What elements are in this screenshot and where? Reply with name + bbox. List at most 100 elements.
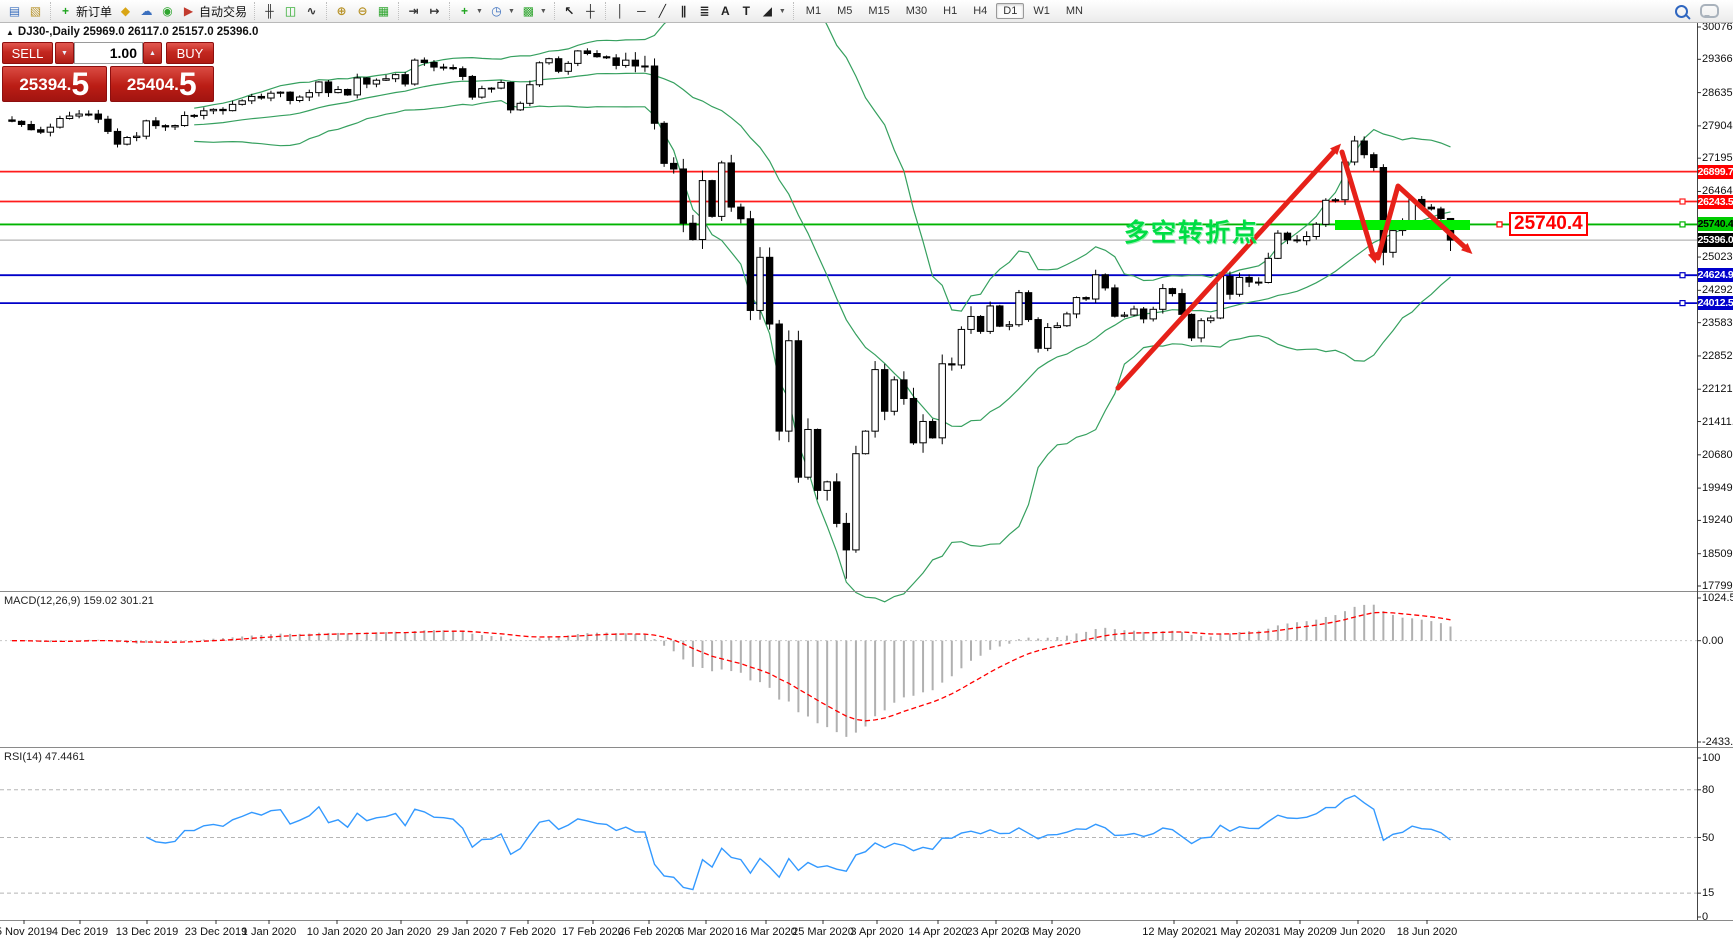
zoom-out-icon[interactable]: ⊖	[352, 2, 373, 20]
chart-annotations[interactable]	[1115, 143, 1686, 391]
axis-label: 28635.5	[1702, 86, 1733, 99]
candle-body	[1091, 274, 1100, 300]
timeframe-m30[interactable]: M30	[905, 5, 928, 17]
charts-bar-icon[interactable]: ▤	[4, 2, 25, 20]
bar-chart-mode-icon[interactable]: ╫	[259, 2, 280, 20]
timeframe-d1[interactable]: D1	[996, 3, 1025, 19]
axis-label: 21411.5	[1702, 415, 1733, 428]
trend-arrow-line[interactable]	[1115, 145, 1340, 391]
volume-decrease-button[interactable]: ▼	[55, 42, 74, 64]
zoom-in-icon[interactable]: ⊕	[331, 2, 352, 20]
timeframe-h1[interactable]: H1	[943, 5, 958, 17]
templates-icon[interactable]: ▩ ▼	[518, 2, 550, 20]
label-icon[interactable]: T	[736, 2, 757, 20]
trendline-icon[interactable]: ╱	[652, 2, 673, 20]
candle-body	[545, 58, 553, 64]
timeframe-h4[interactable]: H4	[973, 5, 988, 17]
date-label: 23 Apr 2020	[966, 926, 1026, 938]
line-chart-mode-icon[interactable]: ∿	[301, 2, 322, 20]
level-line-handle[interactable]	[1679, 272, 1686, 279]
sell-button[interactable]: SELL	[2, 42, 53, 64]
crosshair-icon[interactable]: ┼	[580, 2, 601, 20]
trend-arrow-line[interactable]	[1339, 149, 1377, 261]
candle-body	[85, 113, 93, 116]
buy-price-panel[interactable]: 25404. 5	[109, 66, 214, 102]
toolbar-group: ⇥ ↦	[398, 2, 449, 20]
candle-body	[823, 481, 831, 491]
date-label: 12 May 2020	[1142, 926, 1206, 938]
buy-button[interactable]: BUY	[166, 42, 214, 64]
auto-scroll-icon: ⇥	[408, 4, 419, 18]
market-watch-icon[interactable]: ☁	[136, 2, 157, 20]
label-icon: T	[742, 4, 751, 18]
fibonacci-icon[interactable]: ≣	[694, 2, 715, 20]
search-icon[interactable]	[1675, 4, 1688, 18]
new-order-icon: +	[61, 4, 69, 18]
date-label: 1 Jan 2020	[241, 926, 297, 938]
timeframe-mn[interactable]: MN	[1065, 5, 1083, 17]
candle-body	[679, 168, 687, 224]
candle-body	[1168, 288, 1177, 295]
line-chart-mode-icon: ∿	[306, 4, 317, 18]
autotrading-icon[interactable]: ▶ 自动交易	[178, 2, 250, 20]
price-tag-annotation[interactable]: 25740.4	[1509, 212, 1588, 236]
zoom-in-icon: ⊕	[336, 4, 347, 18]
candle-body	[37, 129, 45, 133]
one-click-trade-panel: SELL ▼ 1.00 ▲ BUY 25394. 5 25404. 5	[2, 42, 214, 102]
candle-body	[660, 122, 668, 164]
candlestick-mode-icon[interactable]: ◫	[280, 2, 301, 20]
periods-icon[interactable]: ◷ ▼	[486, 2, 518, 20]
pivot-annotation-text[interactable]: 多空转折点	[1124, 219, 1260, 247]
candle-body	[1216, 275, 1225, 319]
candle-body	[276, 91, 285, 94]
vertical-line-icon[interactable]: │	[610, 2, 631, 20]
sell-price-panel[interactable]: 25394. 5	[2, 66, 107, 102]
green-highlight-bar[interactable]	[1335, 220, 1470, 230]
arrows-icon[interactable]: ◢ ▼	[757, 2, 789, 20]
tile-windows-icon[interactable]: ▦	[373, 2, 394, 20]
timeframe-m15[interactable]: M15	[868, 5, 890, 17]
chart-profile-icon[interactable]: ▧	[25, 2, 46, 20]
market-watch-icon: ☁	[140, 4, 153, 18]
axis-label: 30076.0	[1702, 21, 1733, 33]
candle-body	[459, 68, 467, 77]
cursor-icon[interactable]: ↖	[559, 2, 580, 20]
candle-body	[1187, 313, 1196, 339]
chart-frame	[0, 22, 1733, 924]
candle-body	[305, 92, 313, 98]
price-tag-anchor[interactable]	[1496, 221, 1503, 228]
horizontal-line-icon[interactable]: ─	[631, 2, 652, 20]
chart-shift-icon[interactable]: ↦	[424, 2, 445, 20]
volume-increase-button[interactable]: ▲	[143, 42, 162, 64]
level-line-handle[interactable]	[1679, 221, 1686, 228]
trend-arrow-line[interactable]	[1375, 183, 1471, 261]
level-line-handle[interactable]	[1679, 198, 1686, 205]
axis-label: 27195.0	[1702, 152, 1733, 165]
signals-icon[interactable]: ◉	[157, 2, 178, 20]
symbol-collapse-icon[interactable]: ▲	[6, 27, 14, 37]
timeframe-w1[interactable]: W1	[1033, 5, 1050, 17]
candle-body	[612, 57, 620, 66]
timeframe-m5[interactable]: M5	[837, 5, 853, 17]
new-order-icon[interactable]: + 新订单	[55, 2, 115, 20]
horizontal-level-lines[interactable]	[0, 170, 1697, 304]
auto-scroll-icon[interactable]: ⇥	[403, 2, 424, 20]
styles-icon[interactable]: ◆	[115, 2, 136, 20]
text-icon[interactable]: A	[715, 2, 736, 20]
axis-label: 22852.0	[1702, 349, 1733, 362]
chat-icon[interactable]	[1700, 4, 1719, 18]
timeframe-m1[interactable]: M1	[805, 5, 822, 17]
volume-input[interactable]: 1.00	[74, 42, 143, 64]
indicators-icon[interactable]: + ▼	[454, 2, 486, 20]
equidistant-channel-icon[interactable]: ∥	[673, 2, 694, 20]
new-order-icon-label: 新订单	[76, 4, 113, 19]
candle-body	[775, 323, 783, 432]
date-label: 26 Feb 2020	[618, 926, 680, 938]
candle-body	[142, 120, 150, 137]
candle-body	[190, 114, 198, 117]
level-line-handle[interactable]	[1679, 299, 1686, 307]
candle-body	[152, 120, 160, 127]
timeframe-toolbar: M1 M5 M15 M30 H1 H4 D1 W1 MN	[792, 2, 1095, 20]
